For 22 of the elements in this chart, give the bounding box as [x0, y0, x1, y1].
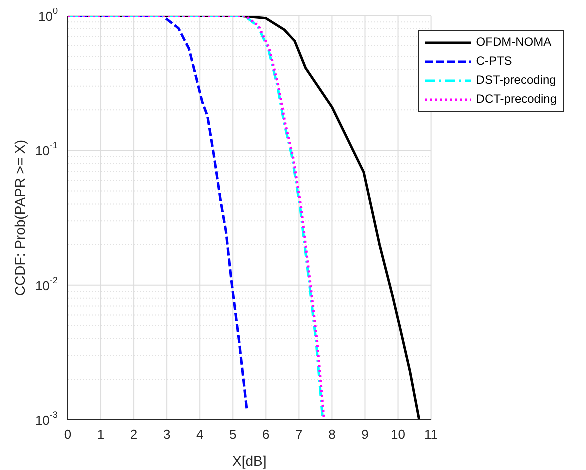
- legend-label: OFDM-NOMA: [476, 34, 552, 51]
- y-tick-label: 10$^{0}$: [38, 6, 58, 24]
- y-tick-label: 10$^{-2}$: [35, 275, 58, 293]
- x-tick-label: 5: [230, 427, 237, 442]
- x-tick-label: 11: [424, 427, 438, 442]
- legend-label: DST-precoding: [476, 72, 556, 89]
- x-tick-label: 4: [196, 427, 204, 442]
- x-tick-label: 10: [391, 427, 406, 442]
- x-tick-label: 8: [328, 427, 336, 442]
- y-tick-label: 10$^{-1}$: [35, 140, 58, 158]
- x-tick-label: 3: [163, 427, 171, 442]
- x-tick-label: 0: [64, 427, 72, 442]
- x-tick-label: 9: [362, 427, 369, 442]
- x-tick-label: 2: [130, 427, 138, 442]
- x-axis-title: X[dB]: [232, 453, 267, 469]
- x-tick-label: 1: [97, 427, 105, 442]
- x-tick-label: 7: [296, 427, 303, 442]
- legend-label: DCT-precoding: [476, 91, 557, 108]
- legend-label: C-PTS: [476, 53, 512, 70]
- y-axis-title: CCDF: Prob(PAPR >= X): [12, 140, 28, 296]
- y-tick-label: 10$^{-3}$: [35, 410, 58, 428]
- x-tick-label: 6: [262, 427, 270, 442]
